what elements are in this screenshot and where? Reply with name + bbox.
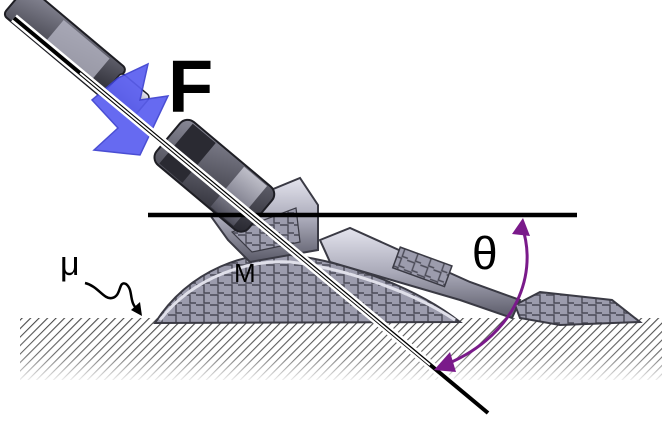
- angle-theta-label: θ: [472, 227, 498, 279]
- friction-indicator-arrow: [85, 283, 142, 316]
- force-label: F: [168, 45, 213, 128]
- ground-surface: [20, 318, 662, 380]
- friction-mu-label: μ: [60, 245, 80, 283]
- mass-label: M: [234, 258, 256, 288]
